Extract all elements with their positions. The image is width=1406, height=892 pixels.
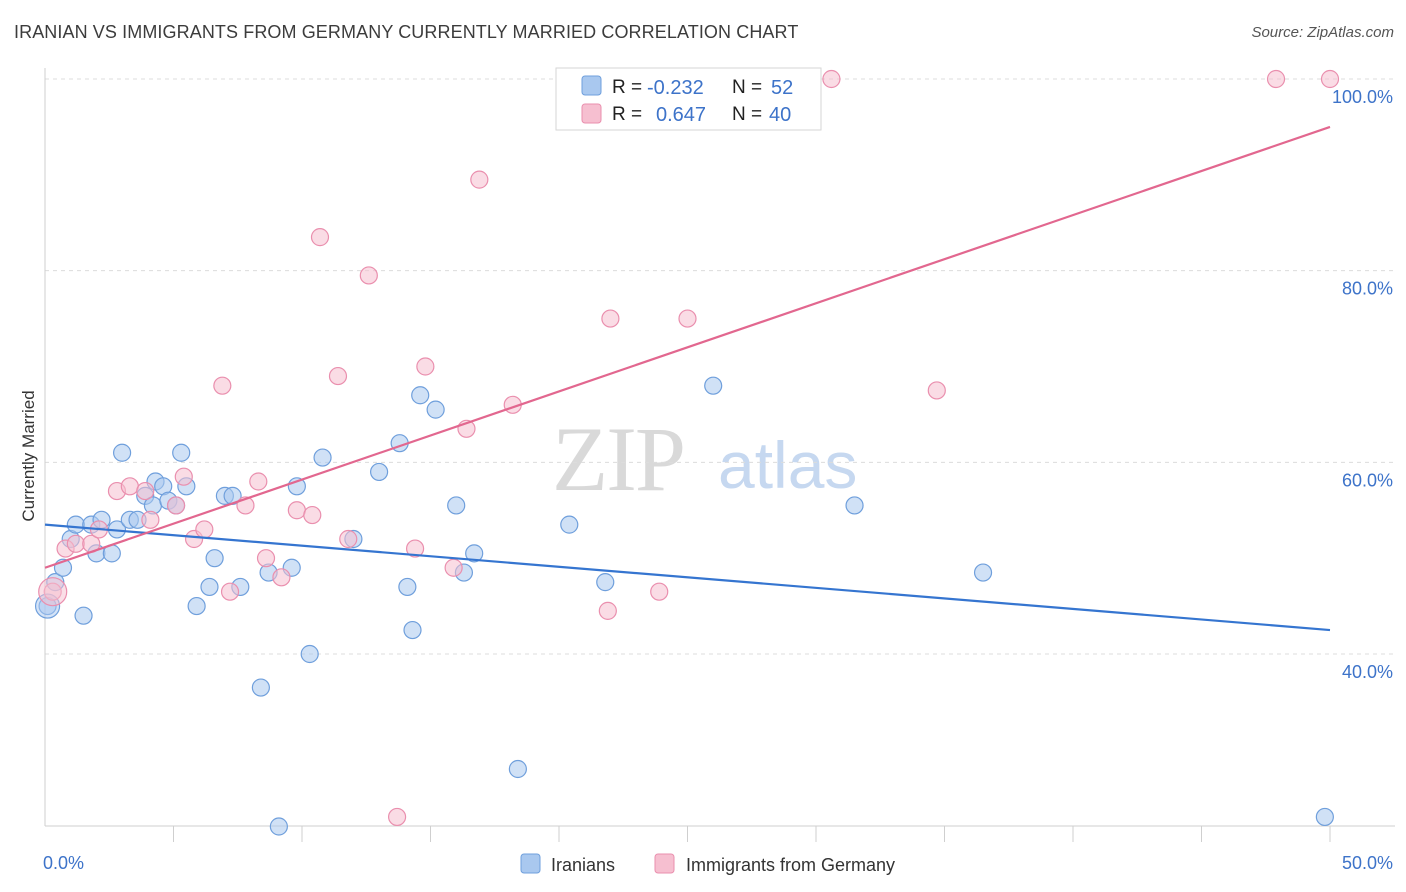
- point-germany: [678, 309, 697, 328]
- point-germany: [166, 496, 186, 515]
- stats-legend-swatch-pink: [581, 103, 602, 124]
- point-iranians: [172, 443, 191, 462]
- y-tick-label: 40.0%: [1342, 662, 1393, 682]
- point-germany: [66, 534, 85, 553]
- point-iranians: [845, 496, 864, 515]
- point-germany: [272, 568, 291, 587]
- stats-legend: R = -0.232 N = 52 R = 0.647 N = 40: [555, 67, 822, 131]
- gridlines: [45, 78, 1395, 655]
- point-germany: [598, 601, 617, 620]
- watermark-zip: ZIP: [552, 408, 684, 510]
- y-tick-label: 100.0%: [1332, 87, 1393, 107]
- stats-r-value-blue: -0.232: [647, 77, 704, 99]
- point-germany: [220, 582, 240, 601]
- point-germany: [328, 366, 348, 386]
- point-germany: [359, 266, 378, 285]
- legend-label-germany: Immigrants from Germany: [686, 855, 895, 875]
- series-germany-points: [38, 69, 1340, 827]
- point-germany: [822, 69, 841, 89]
- y-axis-title: Currently Married: [19, 390, 38, 521]
- legend-swatch-iranians: [520, 853, 541, 874]
- point-iranians: [205, 549, 224, 568]
- point-germany: [1266, 69, 1286, 89]
- point-iranians: [74, 606, 93, 625]
- x-tick-label: 0.0%: [43, 853, 84, 873]
- point-germany: [310, 228, 330, 247]
- point-iranians: [508, 759, 527, 779]
- stats-n-value-blue: 52: [771, 77, 793, 99]
- point-germany: [213, 376, 232, 395]
- stats-r-label-pink: R =: [612, 104, 642, 125]
- tick-labels: 40.0% 60.0% 80.0% 100.0% 0.0% 50.0%: [43, 87, 1393, 873]
- stats-n-label-pink: N =: [732, 104, 762, 125]
- point-germany: [141, 510, 160, 529]
- trendline-germany: [44, 125, 1331, 569]
- chart-title: IRANIAN VS IMMIGRANTS FROM GERMANY CURRE…: [14, 22, 799, 42]
- point-germany: [601, 309, 620, 328]
- point-germany-large: [38, 577, 68, 607]
- series-legend: Iranians Immigrants from Germany: [520, 853, 895, 875]
- point-iranians: [426, 400, 445, 419]
- trend-lines: [44, 125, 1331, 632]
- point-iranians: [251, 678, 270, 697]
- point-iranians: [313, 448, 332, 467]
- point-iranians: [112, 443, 132, 462]
- point-iranians: [370, 462, 389, 482]
- point-iranians: [300, 644, 319, 664]
- source-credit: Source: ZipAtlas.com: [1251, 24, 1394, 41]
- series-iranians-points: [34, 376, 1334, 836]
- point-germany: [650, 582, 669, 601]
- watermark-atlas: atlas: [718, 428, 857, 502]
- point-iranians: [411, 386, 430, 405]
- point-germany: [405, 539, 425, 558]
- point-germany: [120, 477, 139, 496]
- legend-label-iranians: Iranians: [551, 855, 615, 875]
- point-iranians: [596, 573, 615, 592]
- point-germany: [444, 558, 463, 577]
- stats-r-label-blue: R =: [612, 77, 642, 98]
- point-germany: [303, 505, 322, 525]
- point-iranians: [447, 496, 466, 515]
- point-germany: [256, 549, 276, 568]
- y-tick-label: 60.0%: [1342, 470, 1393, 490]
- stats-r-value-pink: 0.647: [656, 104, 706, 126]
- point-iranians: [187, 596, 206, 616]
- point-iranians: [704, 376, 723, 395]
- point-germany: [174, 467, 193, 486]
- point-germany: [287, 501, 306, 520]
- point-germany: [249, 472, 268, 491]
- point-germany: [136, 481, 155, 501]
- point-germany: [1320, 69, 1340, 89]
- point-germany: [927, 381, 946, 400]
- point-iranians: [200, 577, 219, 597]
- point-germany: [339, 529, 358, 549]
- point-iranians: [465, 544, 484, 563]
- stats-n-value-pink: 40: [769, 104, 791, 126]
- point-iranians: [403, 620, 422, 640]
- y-tick-label: 80.0%: [1342, 279, 1393, 299]
- point-germany: [470, 170, 489, 189]
- point-iranians: [1315, 807, 1334, 827]
- x-tick-label: 50.0%: [1342, 853, 1393, 873]
- point-iranians: [269, 817, 288, 836]
- point-iranians: [973, 563, 993, 582]
- legend-swatch-germany: [654, 853, 675, 874]
- point-iranians: [66, 515, 85, 534]
- trendline-iranians: [44, 523, 1331, 632]
- stats-legend-swatch-blue: [581, 75, 602, 96]
- point-iranians: [560, 515, 579, 534]
- stats-n-label-blue: N =: [732, 77, 762, 98]
- point-iranians: [398, 577, 417, 597]
- point-germany: [387, 807, 407, 827]
- point-germany: [195, 520, 214, 539]
- point-germany: [416, 357, 435, 376]
